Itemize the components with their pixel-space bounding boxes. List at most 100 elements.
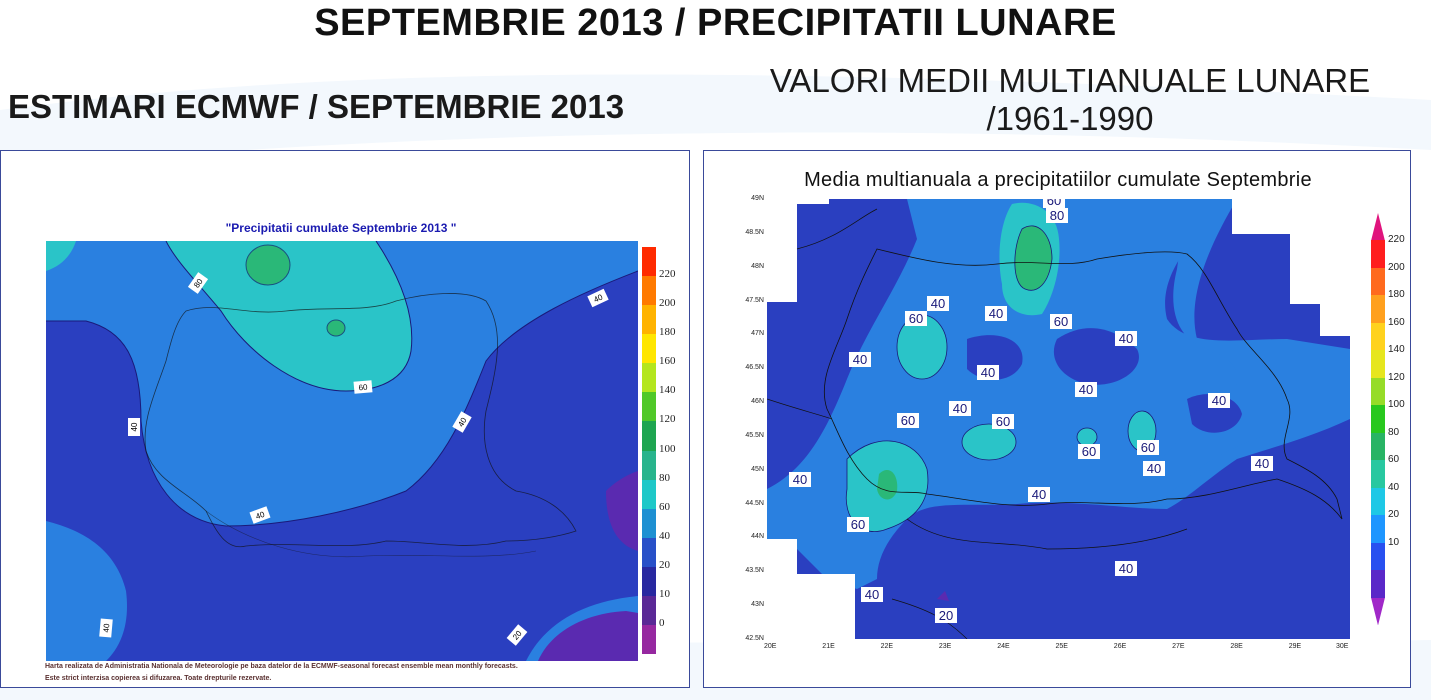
svg-text:40: 40 <box>592 292 604 304</box>
svg-text:60: 60 <box>851 517 865 532</box>
latitude-tick-label: 46.5N <box>745 364 764 372</box>
svg-text:60: 60 <box>1141 440 1155 455</box>
colorbar-swatch <box>1371 487 1385 516</box>
colorbar-tick-label: 20 <box>659 558 670 571</box>
svg-text:60: 60 <box>909 311 923 326</box>
svg-text:40: 40 <box>1119 561 1133 576</box>
svg-text:40: 40 <box>989 306 1003 321</box>
colorbar-swatch <box>642 537 656 568</box>
contour-label: 40 <box>949 401 971 416</box>
colorbar-swatch <box>642 334 656 364</box>
svg-text:60: 60 <box>1082 444 1096 459</box>
colorbar-tick-label: 160 <box>659 355 676 368</box>
longitude-tick-label: 29E <box>1288 643 1302 650</box>
colorbar-tick-label: 220 <box>1388 234 1405 246</box>
colorbar-swatch <box>642 566 656 597</box>
colorbar-swatch <box>642 479 656 510</box>
longitude-tick-label: 28E <box>1230 643 1243 650</box>
longitude-tick-label: 23E <box>938 643 952 650</box>
left-heading: ESTIMARI ECMWF / SEPTEMBRIE 2013 <box>8 88 625 125</box>
contour-label: 40 <box>1251 456 1273 471</box>
svg-text:40: 40 <box>1079 382 1093 397</box>
latitude-tick-label: 45N <box>751 465 764 473</box>
colorbar-swatch <box>642 363 656 393</box>
latitude-axis: 49N 48.5N 48N 47.5N 47N 46.5N 46N 45.5N 45N 44.5N… <box>738 195 766 645</box>
contour-label: 80 <box>1046 208 1068 223</box>
longitude-axis: 20E 21E 22E 23E 24E 25E 26E 27E 28E 29E 30E <box>764 643 1354 655</box>
latitude-tick-label: 42.5N <box>745 635 764 642</box>
colorbar-tick-label: 200 <box>1388 261 1405 273</box>
svg-text:40: 40 <box>1119 331 1133 346</box>
colorbar-swatch <box>642 450 656 481</box>
contour-label: 60 <box>897 413 919 428</box>
colorbar-swatch <box>642 421 656 451</box>
colorbar-tick-label: 80 <box>1388 426 1400 438</box>
right-heading-line1: VALORI MEDII MULTIANUALE LUNARE <box>769 62 1371 99</box>
longitude-tick-label: 30E <box>1336 643 1349 650</box>
longitude-tick-label: 26E <box>1113 643 1127 650</box>
latitude-tick-label: 48.5N <box>745 228 764 236</box>
svg-text:60: 60 <box>358 383 368 393</box>
left-colorbar <box>642 247 656 655</box>
svg-text:40: 40 <box>981 365 995 380</box>
contour-label: 40 <box>1075 382 1097 397</box>
longitude-tick-label: 25E <box>1055 643 1068 650</box>
latitude-tick-label: 46N <box>751 398 764 406</box>
svg-text:40: 40 <box>865 587 879 602</box>
svg-text:40: 40 <box>254 510 266 522</box>
left-map-title: "Precipitatii cumulate Septembrie 2013 " <box>225 221 457 235</box>
colorbar-swatch <box>1371 295 1385 324</box>
contour-label: 60 <box>847 517 869 532</box>
colorbar-tick-label: 200 <box>659 297 676 310</box>
colorbar-swatch <box>1371 240 1385 269</box>
svg-text:40: 40 <box>931 296 945 311</box>
ecmwf-precip-map <box>46 241 638 661</box>
colorbar-tick-label: 120 <box>1388 371 1405 383</box>
right-map-title: Media multianuala a precipitatiilor cumu… <box>804 169 1312 191</box>
svg-text:40: 40 <box>793 472 807 487</box>
svg-text:40: 40 <box>1212 393 1226 408</box>
longitude-tick-label: 22E <box>880 643 894 650</box>
colorbar-swatch <box>1371 322 1385 351</box>
colorbar-swatch <box>1371 432 1385 461</box>
contour-label: 80 <box>187 272 209 294</box>
svg-text:40: 40 <box>1255 456 1269 471</box>
contour-label: 60 <box>905 311 927 326</box>
svg-text:80: 80 <box>1050 208 1064 223</box>
right-colorbar <box>1371 213 1385 626</box>
svg-text:40: 40 <box>102 623 112 633</box>
contour-label: 20 <box>506 624 528 646</box>
svg-text:40: 40 <box>130 422 139 431</box>
contour-label: 40 <box>849 352 871 367</box>
colorbar-swatch <box>1371 267 1385 296</box>
colorbar-swatch <box>1371 405 1385 434</box>
colorbar-tick-label: 220 <box>659 268 676 281</box>
contour-label: 60 <box>992 414 1014 429</box>
colorbar-tick-label: 140 <box>659 384 676 397</box>
contour-label: 40 <box>1208 393 1230 408</box>
right-heading: VALORI MEDII MULTIANUALE LUNARE /1961-19… <box>740 62 1400 138</box>
multiannual-precip-map <box>767 199 1350 639</box>
longitude-tick-label: 27E <box>1172 643 1185 650</box>
colorbar-swatch <box>642 595 656 626</box>
contour-label: 60 <box>353 380 373 394</box>
contour-label: 40 <box>985 306 1007 321</box>
colorbar-tick-label: 10 <box>1388 536 1400 548</box>
contour-label: 40 <box>789 472 811 487</box>
longitude-tick-label: 21E <box>822 643 835 650</box>
contour-label: 60 <box>1137 440 1159 455</box>
svg-text:40: 40 <box>853 352 867 367</box>
colorbar-swatch <box>642 276 656 306</box>
latitude-tick-label: 49N <box>751 195 764 202</box>
contour-label: 60 <box>1043 199 1065 208</box>
latitude-tick-label: 44.5N <box>745 499 764 507</box>
contour-label: 60 <box>1050 314 1072 329</box>
left-contour-labels: 80 40 60 40 40 40 40 20 <box>99 272 609 646</box>
colorbar-swatch <box>1371 377 1385 406</box>
footnote-line2: Este strict interzisa copierea si difuza… <box>45 675 272 682</box>
svg-text:60: 60 <box>901 413 915 428</box>
colorbar-swatch <box>642 305 656 335</box>
svg-text:60: 60 <box>1047 199 1061 208</box>
colorbar-swatch <box>642 247 656 277</box>
contour-label: 40 <box>1028 487 1050 502</box>
